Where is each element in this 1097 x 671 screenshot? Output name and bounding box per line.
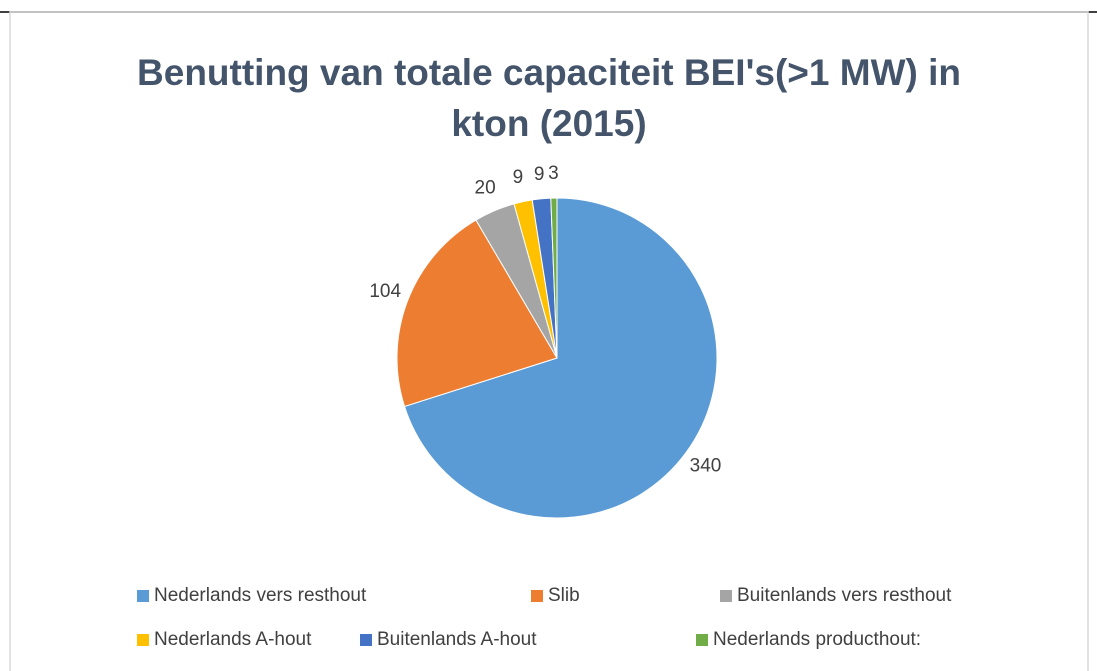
pie-slice [403,197,718,519]
legend-label: Slib [548,585,580,606]
legend-label: Buitenlands vers resthout [737,585,952,606]
data-label: 20 [475,178,496,199]
data-label: 3 [548,163,559,184]
legend-swatch [720,590,732,602]
data-label: 104 [369,281,401,302]
legend-swatch [137,634,149,646]
chart-title: Benutting van totale capaciteit BEI's(>1… [137,52,961,93]
legend-label: Nederlands producthout: [713,629,921,650]
pie-slice [550,197,558,359]
data-label: 340 [690,456,722,477]
legend-label: Nederlands A-hout [154,629,312,650]
legend-swatch [696,634,708,646]
data-label: 9 [513,167,524,188]
legend-swatch [137,590,149,602]
legend-swatch [531,590,543,602]
chart-frame [9,11,1089,671]
legend-label: Buitenlands A-hout [377,629,537,650]
pie-slice [396,219,558,408]
legend-label: Nederlands vers resthout [154,585,367,606]
legend-swatch [360,634,372,646]
chart-title: kton (2015) [451,103,646,144]
data-label: 9 [534,164,545,185]
